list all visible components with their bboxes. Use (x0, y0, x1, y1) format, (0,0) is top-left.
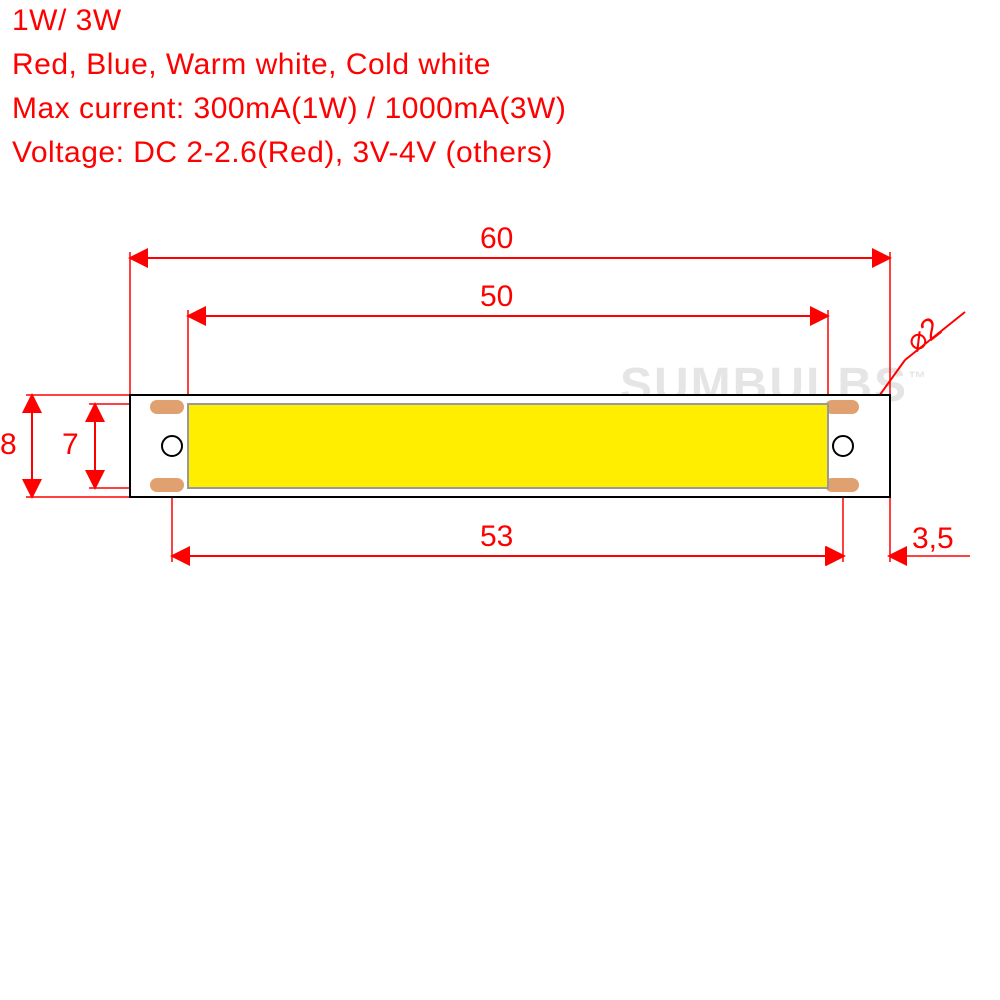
technical-drawing (0, 0, 1000, 1000)
